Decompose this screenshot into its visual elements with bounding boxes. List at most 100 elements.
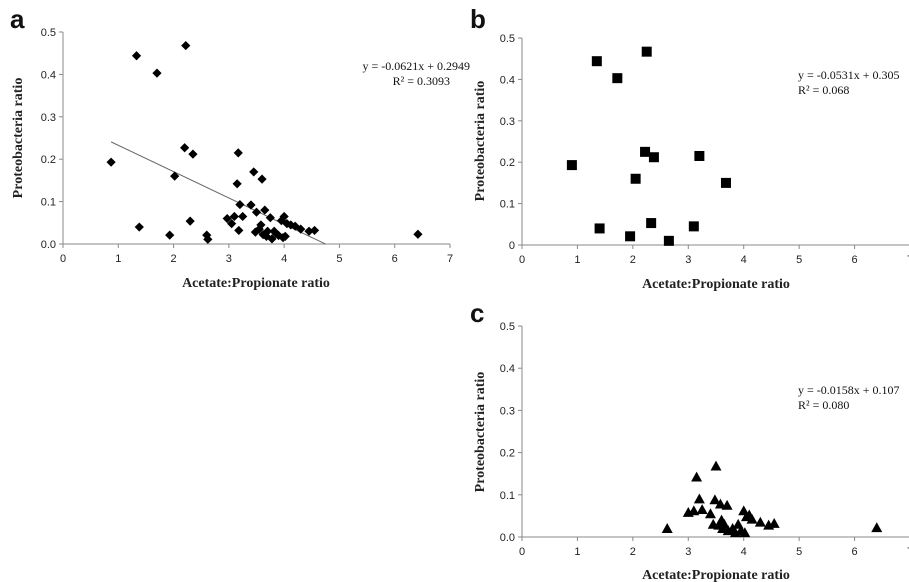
x-tick-label: 1 xyxy=(574,254,580,266)
x-tick-label: 1 xyxy=(115,253,121,265)
y-tick-label: 0.5 xyxy=(41,27,56,39)
data-point xyxy=(271,228,281,238)
data-point xyxy=(152,68,162,78)
y-tick-label: 0.3 xyxy=(41,112,56,124)
data-point xyxy=(256,220,266,230)
data-point xyxy=(746,513,758,524)
data-point xyxy=(286,220,296,230)
data-point xyxy=(413,229,423,239)
y-tick-label: 0.4 xyxy=(41,69,56,81)
x-tick-label: 6 xyxy=(852,254,858,266)
data-point xyxy=(188,149,198,159)
panel-letter: c xyxy=(470,298,484,328)
x-tick-label: 6 xyxy=(852,546,858,558)
data-point xyxy=(661,523,673,533)
data-point xyxy=(648,152,659,163)
data-point xyxy=(203,234,213,244)
data-point xyxy=(630,173,641,184)
data-point xyxy=(720,177,731,188)
y-axis-title: Proteobacteria ratio xyxy=(473,81,488,202)
x-tick-label: 5 xyxy=(796,254,802,266)
data-point xyxy=(232,179,242,189)
y-tick-label: 0.2 xyxy=(500,448,515,460)
data-point xyxy=(106,157,116,167)
x-tick-label: 0 xyxy=(60,253,66,265)
data-point xyxy=(309,225,320,236)
data-point xyxy=(260,205,270,215)
y-tick-label: 0.2 xyxy=(41,154,56,166)
panel-a: a 0.0 0.1 0.2 0.3 0.4 0.5 0 1 2 3 4 5 6 7 Acetate:Propi… xyxy=(10,4,470,291)
r-squared: R² = 0.068 xyxy=(798,83,849,97)
x-tick-label: 4 xyxy=(741,546,747,558)
data-point xyxy=(714,498,726,509)
data-point xyxy=(238,211,248,222)
panel-b: b 0 0.1 0.2 0.3 0.4 0.5 0 1 2 3 4 5 6 7 Acetate:Propion… xyxy=(470,4,909,292)
x-tick-label: 2 xyxy=(171,253,177,265)
data-point xyxy=(709,494,721,505)
data-point xyxy=(718,518,730,529)
x-axis-title: Acetate:Propionate ratio xyxy=(642,568,790,582)
x-tick-label: 2 xyxy=(630,254,636,266)
data-point xyxy=(688,221,699,232)
data-point xyxy=(265,213,275,223)
data-point xyxy=(612,73,623,84)
y-tick-label: 0.4 xyxy=(500,363,515,375)
y-tick-label: 0.4 xyxy=(500,74,515,86)
y-tick-label: 0.1 xyxy=(41,197,56,209)
x-tick-label: 2 xyxy=(630,546,636,558)
data-point xyxy=(591,56,602,67)
data-point xyxy=(296,224,306,234)
x-axis-title: Acetate:Propionate ratio xyxy=(182,276,330,291)
regression-equation: y = -0.0621x + 0.2949 xyxy=(362,59,470,73)
data-point xyxy=(227,219,237,229)
data-point xyxy=(181,40,191,51)
data-point xyxy=(262,226,273,236)
data-point xyxy=(282,219,292,229)
data-point xyxy=(739,527,751,538)
y-tick-label: 0.1 xyxy=(500,490,515,502)
y-axis-title: Proteobacteria ratio xyxy=(473,372,488,493)
data-point xyxy=(566,160,577,171)
data-point xyxy=(694,150,705,161)
data-point xyxy=(261,231,272,241)
data-point xyxy=(304,226,314,236)
data-point xyxy=(594,223,605,234)
data-point xyxy=(251,207,262,217)
data-point xyxy=(254,224,264,234)
y-tick-label: 0.2 xyxy=(500,157,515,169)
data-point xyxy=(229,211,239,222)
data-point xyxy=(233,148,243,158)
x-tick-label: 6 xyxy=(392,253,398,265)
x-tick-label: 4 xyxy=(281,253,287,265)
x-tick-label: 0 xyxy=(519,254,525,266)
data-point xyxy=(691,471,703,482)
data-point xyxy=(131,51,142,61)
data-point xyxy=(871,522,883,533)
panel-c: c 0.0 0.1 0.2 0.3 0.4 0.5 0 1 2 3 4 5 6 7 Acetate:Propi… xyxy=(470,298,909,582)
y-tick-label: 0.3 xyxy=(500,116,515,128)
panel-letter: b xyxy=(470,4,486,34)
x-tick-label: 5 xyxy=(336,253,342,265)
data-point xyxy=(222,213,232,224)
data-point xyxy=(267,234,277,244)
y-tick-label: 0.0 xyxy=(41,239,56,251)
data-point xyxy=(688,505,700,516)
y-tick-label: 0.5 xyxy=(500,33,515,45)
data-point xyxy=(640,146,651,157)
y-tick-label: 0.0 xyxy=(500,532,515,544)
data-point xyxy=(646,218,657,229)
y-tick-label: 0.3 xyxy=(500,405,515,417)
y-tick-label: 0.1 xyxy=(500,199,515,211)
panel-letter: a xyxy=(10,4,25,34)
data-point xyxy=(696,504,708,514)
x-tick-label: 0 xyxy=(519,546,525,558)
data-point xyxy=(710,460,722,471)
x-tick-label: 7 xyxy=(907,254,909,266)
x-tick-label: 3 xyxy=(685,546,691,558)
regression-equation: y = -0.0531x + 0.305 xyxy=(798,68,900,82)
x-tick-label: 3 xyxy=(226,253,232,265)
x-tick-label: 4 xyxy=(741,254,747,266)
data-point xyxy=(274,230,284,241)
data-point xyxy=(134,222,144,232)
